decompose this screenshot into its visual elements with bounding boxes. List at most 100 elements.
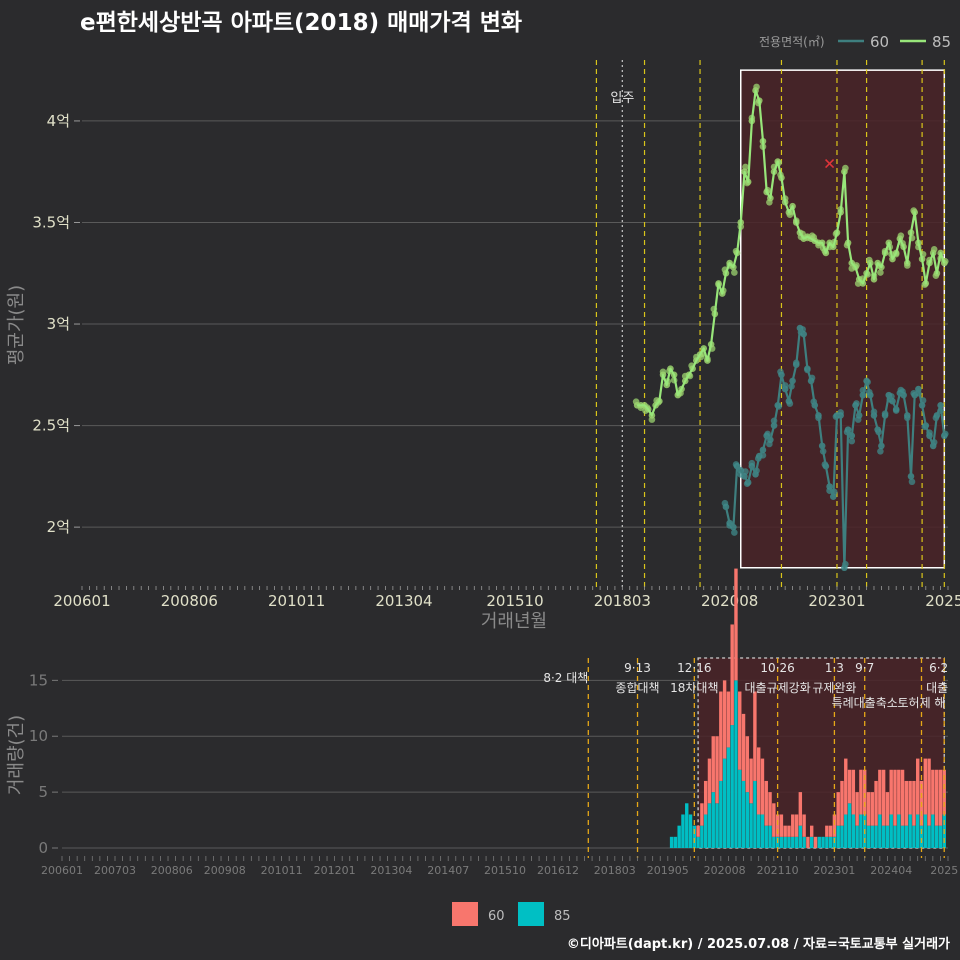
policy-label: 12·16 [677,661,711,675]
top-legend-label-60: 60 [870,33,889,51]
bottom-x-tick-label: 200601 [41,864,83,877]
bar-60 [897,769,901,815]
series-line-60 [724,327,946,569]
bar-85 [904,825,909,848]
policy-sublabel: 토허제 해 [898,696,946,710]
top-x-tick-label: 202301 [808,592,865,610]
bar-85 [730,725,734,848]
top-x-tick-label: 201304 [375,592,432,610]
top-policy-lines: 입주 [595,60,945,588]
bar-60 [840,780,844,826]
scatter-point-60 [731,529,738,536]
bottom-y-axis-title: 거래량(건) [6,715,27,795]
bar-85 [916,814,920,848]
bottom-x-tick-label: 201510 [484,864,526,877]
bar-85 [673,836,678,848]
bar-60 [711,736,715,793]
top-x-tick-label: 202008 [701,592,758,610]
policy-label: 9·13 [624,661,651,675]
bar-60 [923,758,927,815]
bar-85 [696,836,700,848]
bar-60 [764,780,768,826]
bottom-x-tick-label: 202008 [704,864,746,877]
bar-85 [700,825,704,848]
bar-60 [726,691,731,748]
bar-60 [893,769,897,826]
policy-label: 10·26 [760,661,794,675]
bar-60 [847,769,852,804]
policy-sublabel: 규제완화 [812,681,856,695]
top-y-tick-labels: 2억 2.5억 3억 3.5억 4억 [32,112,70,536]
bar-85 [741,780,746,848]
bar-60 [791,814,795,837]
bar-85 [934,825,939,848]
bar-85 [866,825,871,848]
bar-60 [775,814,780,837]
bar-60 [938,769,943,826]
bottom-x-minor-ticks [61,856,949,861]
policy-sublabel: 18차대책 [670,680,718,695]
top-x-tick-label: 200806 [161,592,218,610]
bar-60 [859,769,863,815]
top-legend-title: 전용면적(㎡) [759,35,825,49]
bar-85 [912,825,916,848]
bottom-x-tick-label: 200703 [94,864,136,877]
bar-85 [738,769,742,848]
bar-85 [825,836,829,848]
bottom-legend-label-85: 85 [554,909,571,924]
top-x-axis-title: 거래년월 [481,611,547,632]
policy-sublabel: 종합대책 [615,680,659,695]
bar-85 [840,825,844,848]
bar-85 [900,825,905,848]
bar-85 [874,825,878,848]
bar-85 [719,780,723,848]
bar-60 [889,769,893,815]
bottom-x-tick-label: 201011 [261,864,303,877]
bar-85 [798,825,803,848]
bar-85 [836,825,840,848]
bottom-legend-label-60: 60 [488,909,505,924]
bar-85 [931,814,935,848]
bar-85 [870,825,874,848]
bar-60 [904,780,909,826]
scatter-point-60 [848,437,856,445]
bar-60 [787,825,791,837]
bar-60 [931,769,935,815]
bottom-y-tick-labels: 0 5 10 15 [29,671,48,857]
top-y-tick-label: 3억 [47,315,70,333]
bottom-x-tick-label: 201407 [427,864,469,877]
scatter-point-60 [940,432,948,440]
bar-60 [870,792,874,826]
bar-60 [809,825,814,837]
bar-85 [783,836,787,848]
bar-60 [885,792,890,826]
bar-60 [753,691,757,781]
bar-60 [760,758,765,815]
bar-60 [738,691,742,770]
top-x-tick-label: 200601 [53,592,110,610]
bar-85 [851,814,856,848]
policy-label: 6·2 [929,661,948,675]
bar-85 [768,825,772,848]
caption: ©디아파트(dapt.kr) / 2025.07.08 / 자료=국토교통부 실… [567,936,950,952]
bar-60 [813,836,818,848]
bar-85 [897,814,901,848]
bar-85 [756,814,761,848]
bar-85 [711,792,715,848]
bottom-bars [669,568,946,848]
bottom-x-tick-label: 202404 [870,864,912,877]
bar-85 [908,814,912,848]
top-y-tick-label: 2.5억 [32,417,70,435]
bar-85 [677,825,681,848]
bar-60 [756,747,761,815]
bar-85 [828,836,833,848]
bottom-policy-annotations: 8·2 대책 9·13 종합대책 12·16 18차대책 10·26 대출규제강화 1·3 규제… [543,661,948,710]
bar-85 [669,836,674,848]
bar-60 [874,780,878,826]
bar-60 [719,691,723,781]
bottom-x-tick-label: 200806 [151,864,193,877]
bar-85 [772,836,776,848]
bar-60 [794,814,799,837]
bar-60 [730,624,734,726]
